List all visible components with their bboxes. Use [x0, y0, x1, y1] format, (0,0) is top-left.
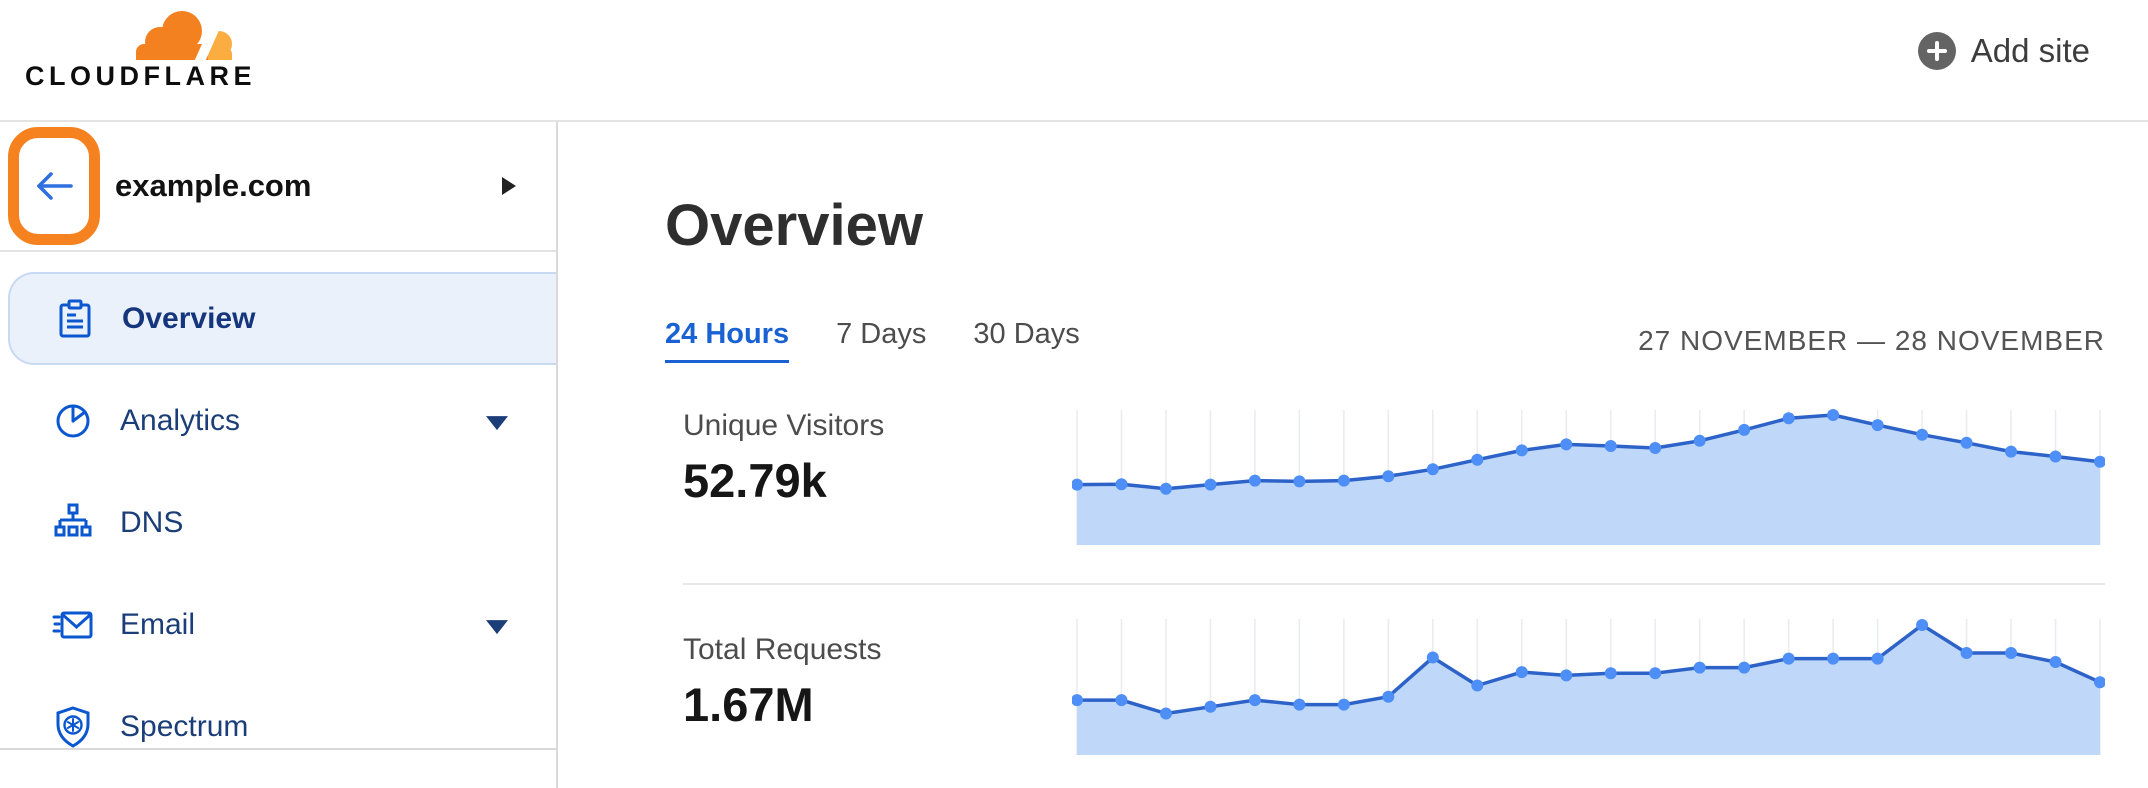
chart-data-point: [1560, 669, 1573, 682]
chart-data-point: [1204, 478, 1217, 491]
chart-data-point: [1693, 434, 1706, 447]
chart-data-point: [1827, 409, 1840, 421]
chart-data-point: [2005, 647, 2018, 659]
main-content: Overview 24 Hours 7 Days 30 Days 27 NOVE…: [560, 122, 2148, 788]
chart-data-point: [1471, 679, 1484, 692]
stat-value: 52.79k: [683, 454, 827, 507]
plus-icon: [1917, 32, 1956, 70]
add-site-button[interactable]: Add site: [1917, 32, 2090, 70]
cloudflare-wordmark: CLOUDFLARE: [25, 61, 256, 91]
total-requests-stat: Total Requests 1.67M: [683, 633, 881, 732]
chevron-down-icon[interactable]: [486, 415, 508, 430]
chart-data-point: [1293, 475, 1306, 488]
chart-data-point: [2094, 455, 2105, 468]
chart-data-point: [1426, 463, 1439, 476]
chart-data-point: [1782, 652, 1795, 665]
date-range-label: 27 NOVEMBER — 28 NOVEMBER: [1638, 325, 2105, 356]
site-header: example.com: [0, 122, 556, 252]
stat-value: 1.67M: [683, 678, 814, 731]
chart-data-point: [1871, 419, 1884, 432]
cloudflare-cloud-icon: [136, 11, 232, 60]
chart-data-point: [1827, 652, 1840, 665]
chart-data-point: [1604, 667, 1617, 680]
chart-data-point: [2005, 445, 2018, 458]
chart-data-point: [1382, 690, 1395, 703]
chart-data-point: [1693, 661, 1706, 674]
chart-data-point: [1604, 440, 1617, 452]
sidebar-item-label: Analytics: [120, 403, 241, 437]
cloudflare-logo[interactable]: CLOUDFLARE: [25, 6, 265, 92]
chart-data-point: [1337, 474, 1350, 487]
chart-data-point: [1248, 474, 1261, 487]
chart-data-point: [1248, 694, 1261, 707]
unique-visitors-chart: [1072, 409, 2105, 545]
chart-data-point: [1649, 442, 1662, 454]
chart-data-point: [1960, 436, 1973, 449]
pie-chart-icon: [50, 401, 96, 441]
site-name[interactable]: example.com: [115, 168, 312, 203]
sitemap-icon: [50, 503, 96, 543]
chart-data-point: [1960, 647, 1973, 659]
chart-data-point: [2049, 656, 2062, 668]
shield-icon: [50, 705, 96, 748]
chevron-down-icon[interactable]: [486, 619, 508, 634]
chart-data-point: [1337, 698, 1350, 711]
chart-data-point: [1871, 652, 1884, 665]
chart-data-point: [1515, 666, 1528, 679]
tab-7-days[interactable]: 7 Days: [836, 318, 927, 350]
sidebar-item-analytics[interactable]: Analytics: [0, 374, 556, 467]
chart-data-point: [1382, 470, 1395, 483]
stat-label: Unique Visitors: [683, 409, 885, 442]
chart-data-point: [1649, 667, 1662, 680]
chart-data-point: [1115, 694, 1128, 707]
chart-data-point: [1204, 700, 1217, 713]
sidebar-item-email[interactable]: Email: [0, 578, 556, 671]
top-header: CLOUDFLARE Add site: [0, 0, 2148, 122]
sidebar-item-dns[interactable]: DNS: [0, 476, 556, 569]
sidebar-item-spectrum[interactable]: Spectrum: [0, 680, 556, 773]
chevron-right-icon[interactable]: [502, 177, 516, 195]
unique-visitors-row: Unique Visitors 52.79k: [560, 395, 2148, 545]
chart-data-point: [1115, 478, 1128, 491]
annotation-highlight: [8, 127, 100, 245]
total-requests-chart: [1072, 619, 2105, 755]
tab-30-days[interactable]: 30 Days: [973, 318, 1080, 350]
chart-data-point: [1738, 423, 1751, 436]
chart-data-point: [1293, 698, 1306, 711]
stat-label: Total Requests: [683, 633, 882, 666]
add-site-label: Add site: [1970, 32, 2090, 69]
chart-data-point: [2094, 676, 2105, 689]
total-requests-row: Total Requests 1.67M: [560, 605, 2148, 765]
chart-data-point: [1782, 412, 1795, 425]
sidebar-item-label: Spectrum: [120, 709, 249, 743]
sidebar-divider: [0, 748, 556, 750]
email-icon: [50, 608, 96, 642]
section-divider: [683, 583, 2105, 585]
sidebar-item-label: DNS: [120, 505, 184, 539]
time-range-tabs: 24 Hours 7 Days 30 Days: [665, 318, 1080, 363]
sidebar-item-overview[interactable]: Overview: [8, 272, 556, 365]
page-title: Overview: [665, 193, 923, 258]
chart-data-point: [1072, 694, 1083, 707]
sidebar-item-label: Overview: [122, 301, 256, 335]
tab-24-hours[interactable]: 24 Hours: [665, 318, 790, 363]
chart-data-point: [1916, 428, 1929, 441]
sidebar-nav: Overview Analytics: [0, 252, 556, 773]
chart-data-point: [1515, 444, 1528, 457]
chart-data-point: [1560, 438, 1573, 451]
back-arrow-icon[interactable]: [31, 168, 77, 204]
chart-data-point: [2049, 450, 2062, 463]
chart-data-point: [1738, 661, 1751, 674]
chart-data-point: [1072, 478, 1083, 491]
sidebar-item-label: Email: [120, 607, 196, 641]
chart-data-point: [1916, 619, 1929, 631]
chart-data-point: [1159, 482, 1172, 495]
clipboard-icon: [52, 299, 98, 339]
chart-data-point: [1159, 707, 1172, 720]
unique-visitors-stat: Unique Visitors 52.79k: [683, 409, 884, 508]
chart-data-point: [1471, 453, 1484, 466]
chart-data-point: [1426, 651, 1439, 664]
sidebar: example.com Overview: [0, 122, 558, 788]
